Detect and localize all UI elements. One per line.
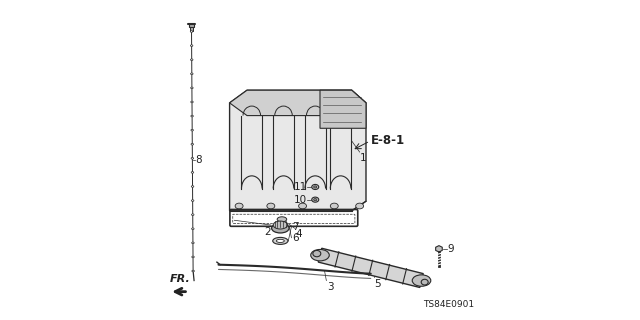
Ellipse shape: [191, 129, 193, 131]
Ellipse shape: [191, 172, 194, 173]
Ellipse shape: [191, 157, 194, 159]
Ellipse shape: [192, 270, 195, 272]
Polygon shape: [320, 90, 366, 128]
Text: 8: 8: [195, 155, 202, 165]
Polygon shape: [318, 248, 423, 287]
Ellipse shape: [191, 214, 194, 215]
Text: 2: 2: [264, 227, 271, 236]
Ellipse shape: [273, 237, 288, 244]
Text: 6: 6: [292, 233, 299, 243]
Ellipse shape: [191, 115, 193, 117]
Ellipse shape: [271, 223, 289, 233]
Text: 3: 3: [327, 282, 333, 292]
Ellipse shape: [277, 217, 287, 222]
Text: 7: 7: [292, 222, 299, 232]
Bar: [189, 24, 194, 28]
Ellipse shape: [191, 186, 194, 187]
Ellipse shape: [191, 87, 193, 89]
Bar: [190, 27, 193, 31]
Text: 4: 4: [295, 229, 302, 239]
Polygon shape: [230, 90, 366, 211]
Polygon shape: [230, 90, 366, 116]
Ellipse shape: [267, 203, 275, 209]
Ellipse shape: [421, 279, 428, 285]
Ellipse shape: [412, 275, 431, 286]
Text: 9: 9: [447, 244, 454, 254]
Text: 11: 11: [293, 182, 307, 192]
Text: 5: 5: [374, 279, 381, 289]
Ellipse shape: [191, 73, 193, 75]
Ellipse shape: [190, 31, 193, 32]
Ellipse shape: [191, 200, 194, 201]
Ellipse shape: [191, 59, 193, 60]
Text: TS84E0901: TS84E0901: [423, 300, 474, 309]
Ellipse shape: [191, 242, 194, 244]
Text: 1: 1: [360, 153, 367, 163]
Ellipse shape: [330, 203, 339, 209]
Ellipse shape: [314, 198, 317, 201]
Ellipse shape: [313, 251, 321, 257]
Ellipse shape: [299, 203, 307, 209]
Text: E-8-1: E-8-1: [371, 134, 405, 148]
Text: 10: 10: [294, 195, 307, 205]
Ellipse shape: [190, 45, 193, 46]
Ellipse shape: [276, 239, 284, 243]
Ellipse shape: [235, 203, 243, 209]
Polygon shape: [436, 246, 442, 252]
Ellipse shape: [312, 197, 319, 202]
Text: FR.: FR.: [170, 274, 191, 284]
Ellipse shape: [191, 143, 193, 145]
Ellipse shape: [356, 203, 364, 209]
Ellipse shape: [191, 228, 194, 229]
Ellipse shape: [273, 221, 287, 229]
Ellipse shape: [191, 101, 193, 103]
Ellipse shape: [314, 186, 317, 188]
Ellipse shape: [192, 256, 195, 258]
Ellipse shape: [312, 184, 319, 189]
Ellipse shape: [311, 250, 329, 261]
